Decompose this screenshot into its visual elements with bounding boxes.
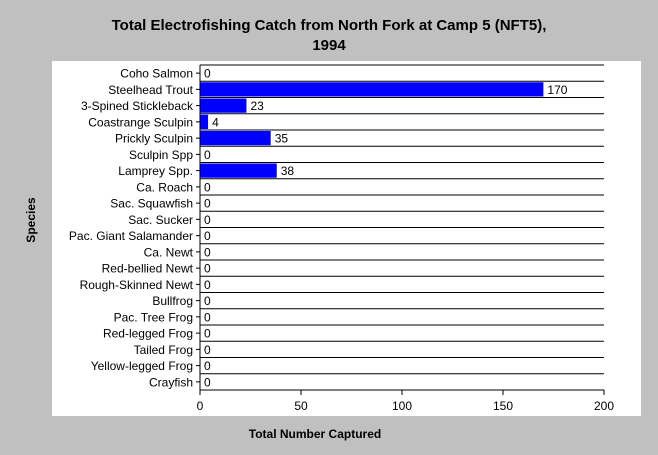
gridlines	[200, 64, 604, 391]
bar	[200, 131, 271, 146]
bar	[200, 163, 277, 178]
category-label: Yellow-legged Frog	[91, 359, 193, 373]
data-label: 0	[204, 180, 211, 194]
category-label: Pac. Giant Salamander	[69, 229, 193, 243]
data-label: 0	[204, 148, 211, 162]
value-labels: 0 170 23 4 35 0 38 0 0 0 0 0 0 0 0 0 0 0 0 0	[204, 67, 568, 390]
data-label: 0	[204, 294, 211, 308]
category-label: Ca. Newt	[144, 245, 194, 259]
data-label: 0	[204, 327, 211, 341]
category-label: Rough-Skinned Newt	[80, 278, 194, 292]
x-tick-label: 0	[197, 399, 204, 413]
x-axis-title: Total Number Captured	[249, 427, 381, 441]
category-label: Crayfish	[149, 375, 193, 389]
data-label: 38	[281, 164, 295, 178]
category-labels: Coho Salmon Steelhead Trout 3-Spined Stick…	[69, 67, 200, 389]
category-label: Sac. Squawfish	[110, 197, 193, 211]
data-label: 0	[204, 359, 211, 373]
x-tick-label: 200	[594, 399, 614, 413]
data-label: 170	[547, 83, 567, 97]
category-label: Sculpin Spp	[129, 148, 193, 162]
x-tick-label: 50	[294, 399, 308, 413]
data-label: 0	[204, 213, 211, 227]
data-label: 0	[204, 375, 211, 389]
data-label: 0	[204, 67, 211, 81]
data-label: 0	[204, 229, 211, 243]
category-label: Bullfrog	[152, 294, 193, 308]
bars	[200, 82, 544, 178]
x-axis-ticks: 0 50 100 150 200	[197, 390, 614, 413]
category-label: Ca. Roach	[136, 180, 193, 194]
category-label: Red-bellied Newt	[102, 262, 194, 276]
data-label: 0	[204, 343, 211, 357]
data-label: 0	[204, 197, 211, 211]
data-label: 0	[204, 262, 211, 276]
category-label: Tailed Frog	[134, 343, 193, 357]
category-label: Coho Salmon	[120, 67, 193, 81]
data-label: 35	[275, 132, 289, 146]
category-label: Pac. Tree Frog	[114, 310, 193, 324]
bar	[200, 114, 209, 129]
data-label: 0	[204, 245, 211, 259]
x-tick-label: 150	[493, 399, 513, 413]
category-label: Steelhead Trout	[108, 83, 193, 97]
chart-subtitle: 1994	[312, 37, 346, 54]
chart-title: Total Electrofishing Catch from North Fo…	[112, 17, 547, 34]
data-label: 4	[212, 115, 219, 129]
data-label: 0	[204, 278, 211, 292]
data-label: 23	[250, 99, 264, 113]
category-label: Lamprey Spp.	[118, 164, 193, 178]
category-label: Sac. Sucker	[128, 213, 193, 227]
bar	[200, 98, 247, 113]
y-axis-title: Species	[24, 197, 38, 243]
bar	[200, 82, 544, 97]
plot-area	[52, 61, 641, 416]
category-label: Prickly Sculpin	[115, 132, 193, 146]
category-label: 3-Spined Stickleback	[81, 99, 194, 113]
category-label: Coastrange Sculpin	[88, 115, 193, 129]
data-label: 0	[204, 310, 211, 324]
x-tick-label: 100	[392, 399, 412, 413]
category-label: Red-legged Frog	[103, 327, 193, 341]
